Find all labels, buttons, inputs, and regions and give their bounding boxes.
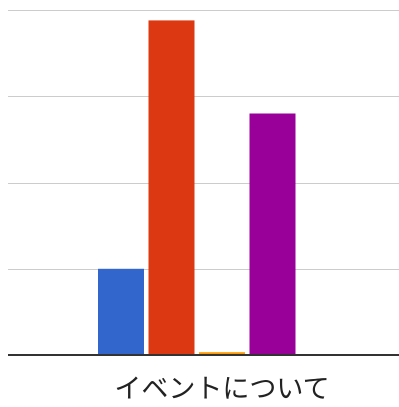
gridlines bbox=[8, 10, 399, 270]
bar-series-3 bbox=[199, 352, 245, 355]
bars bbox=[98, 20, 296, 356]
bar-series-4 bbox=[249, 113, 296, 355]
bar-series-1 bbox=[98, 268, 144, 356]
x-axis-category-label: イベントについて bbox=[114, 374, 329, 405]
bar-series-2 bbox=[148, 20, 195, 356]
